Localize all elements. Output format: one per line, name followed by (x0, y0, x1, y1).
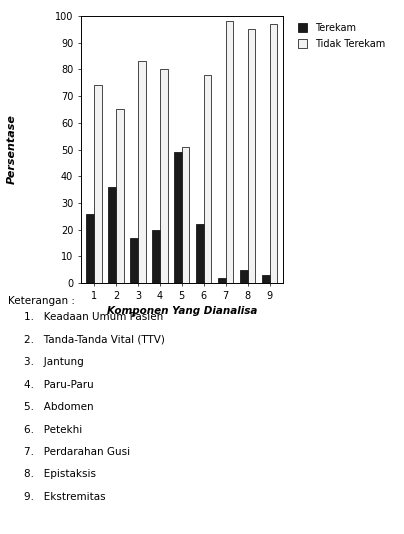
Bar (138, 61, 145, 283)
Bar (204, 75, 211, 283)
Text: 4.   Paru-Paru: 4. Paru-Paru (24, 380, 94, 390)
Text: 6.   Petekhi: 6. Petekhi (24, 425, 82, 435)
Bar (174, 152, 182, 283)
Bar (226, 21, 234, 283)
X-axis label: Komponen Yang Dianalisa: Komponen Yang Dianalisa (107, 306, 257, 316)
Text: 7.   Perdarahan Gusi: 7. Perdarahan Gusi (24, 447, 130, 457)
Bar (269, 24, 277, 283)
Bar (240, 270, 248, 283)
Text: 8.   Epistaksis: 8. Epistaksis (24, 469, 96, 480)
Bar (160, 69, 168, 283)
Bar (116, 109, 124, 283)
Legend: Terekam, Tidak Terekam: Terekam, Tidak Terekam (296, 21, 387, 51)
Text: 3.   Jantung: 3. Jantung (24, 357, 84, 367)
Bar (218, 278, 226, 283)
Bar (130, 238, 138, 283)
Bar (196, 224, 204, 283)
Text: 1.   Keadaan Umum Pasien: 1. Keadaan Umum Pasien (24, 312, 164, 323)
Bar (262, 275, 269, 283)
Bar (248, 29, 255, 283)
Bar (94, 85, 102, 283)
Text: 9.   Ekstremitas: 9. Ekstremitas (24, 492, 106, 502)
Bar (86, 214, 94, 283)
Bar (152, 230, 160, 283)
Bar (182, 147, 189, 283)
Text: Persentase: Persentase (7, 115, 17, 184)
Text: Keterangan :: Keterangan : (8, 296, 75, 307)
Text: 5.   Abdomen: 5. Abdomen (24, 402, 94, 412)
Bar (108, 187, 116, 283)
Text: 2.   Tanda-Tanda Vital (TTV): 2. Tanda-Tanda Vital (TTV) (24, 335, 165, 345)
